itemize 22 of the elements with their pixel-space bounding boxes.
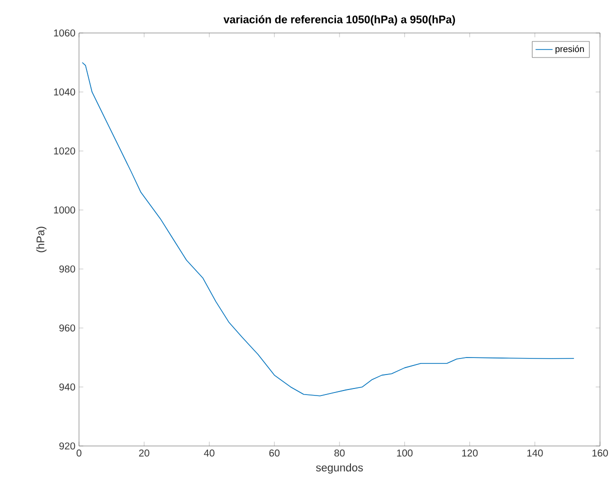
y-tick-label: 1000: [54, 206, 76, 214]
y-tick-label: 960: [59, 324, 76, 332]
y-tick-label: 980: [59, 265, 76, 273]
x-tick-label: 20: [139, 450, 150, 457]
legend-label: presión: [556, 45, 584, 54]
x-tick-label: 120: [462, 450, 478, 457]
y-tick-label: 920: [59, 442, 76, 450]
x-tick-label: 80: [334, 450, 345, 457]
x-tick-label: 100: [397, 450, 413, 457]
y-tick-label: 1040: [54, 88, 76, 96]
y-tick-label: 1060: [54, 29, 76, 37]
line-series: [82, 62, 574, 396]
x-tick-label: 0: [76, 450, 82, 457]
chart-title: variación de referencia 1050(hPa) a 950(hPa): [224, 15, 455, 26]
x-tick-label: 140: [527, 450, 543, 457]
y-axis-title: (hPa): [36, 226, 46, 252]
x-tick-label: 60: [269, 450, 280, 457]
x-axis-title: segundos: [316, 463, 363, 474]
y-tick-label: 940: [59, 383, 76, 391]
x-tick-label: 160: [592, 450, 608, 457]
y-tick-label: 1020: [54, 147, 76, 155]
x-tick-label: 40: [204, 450, 214, 457]
